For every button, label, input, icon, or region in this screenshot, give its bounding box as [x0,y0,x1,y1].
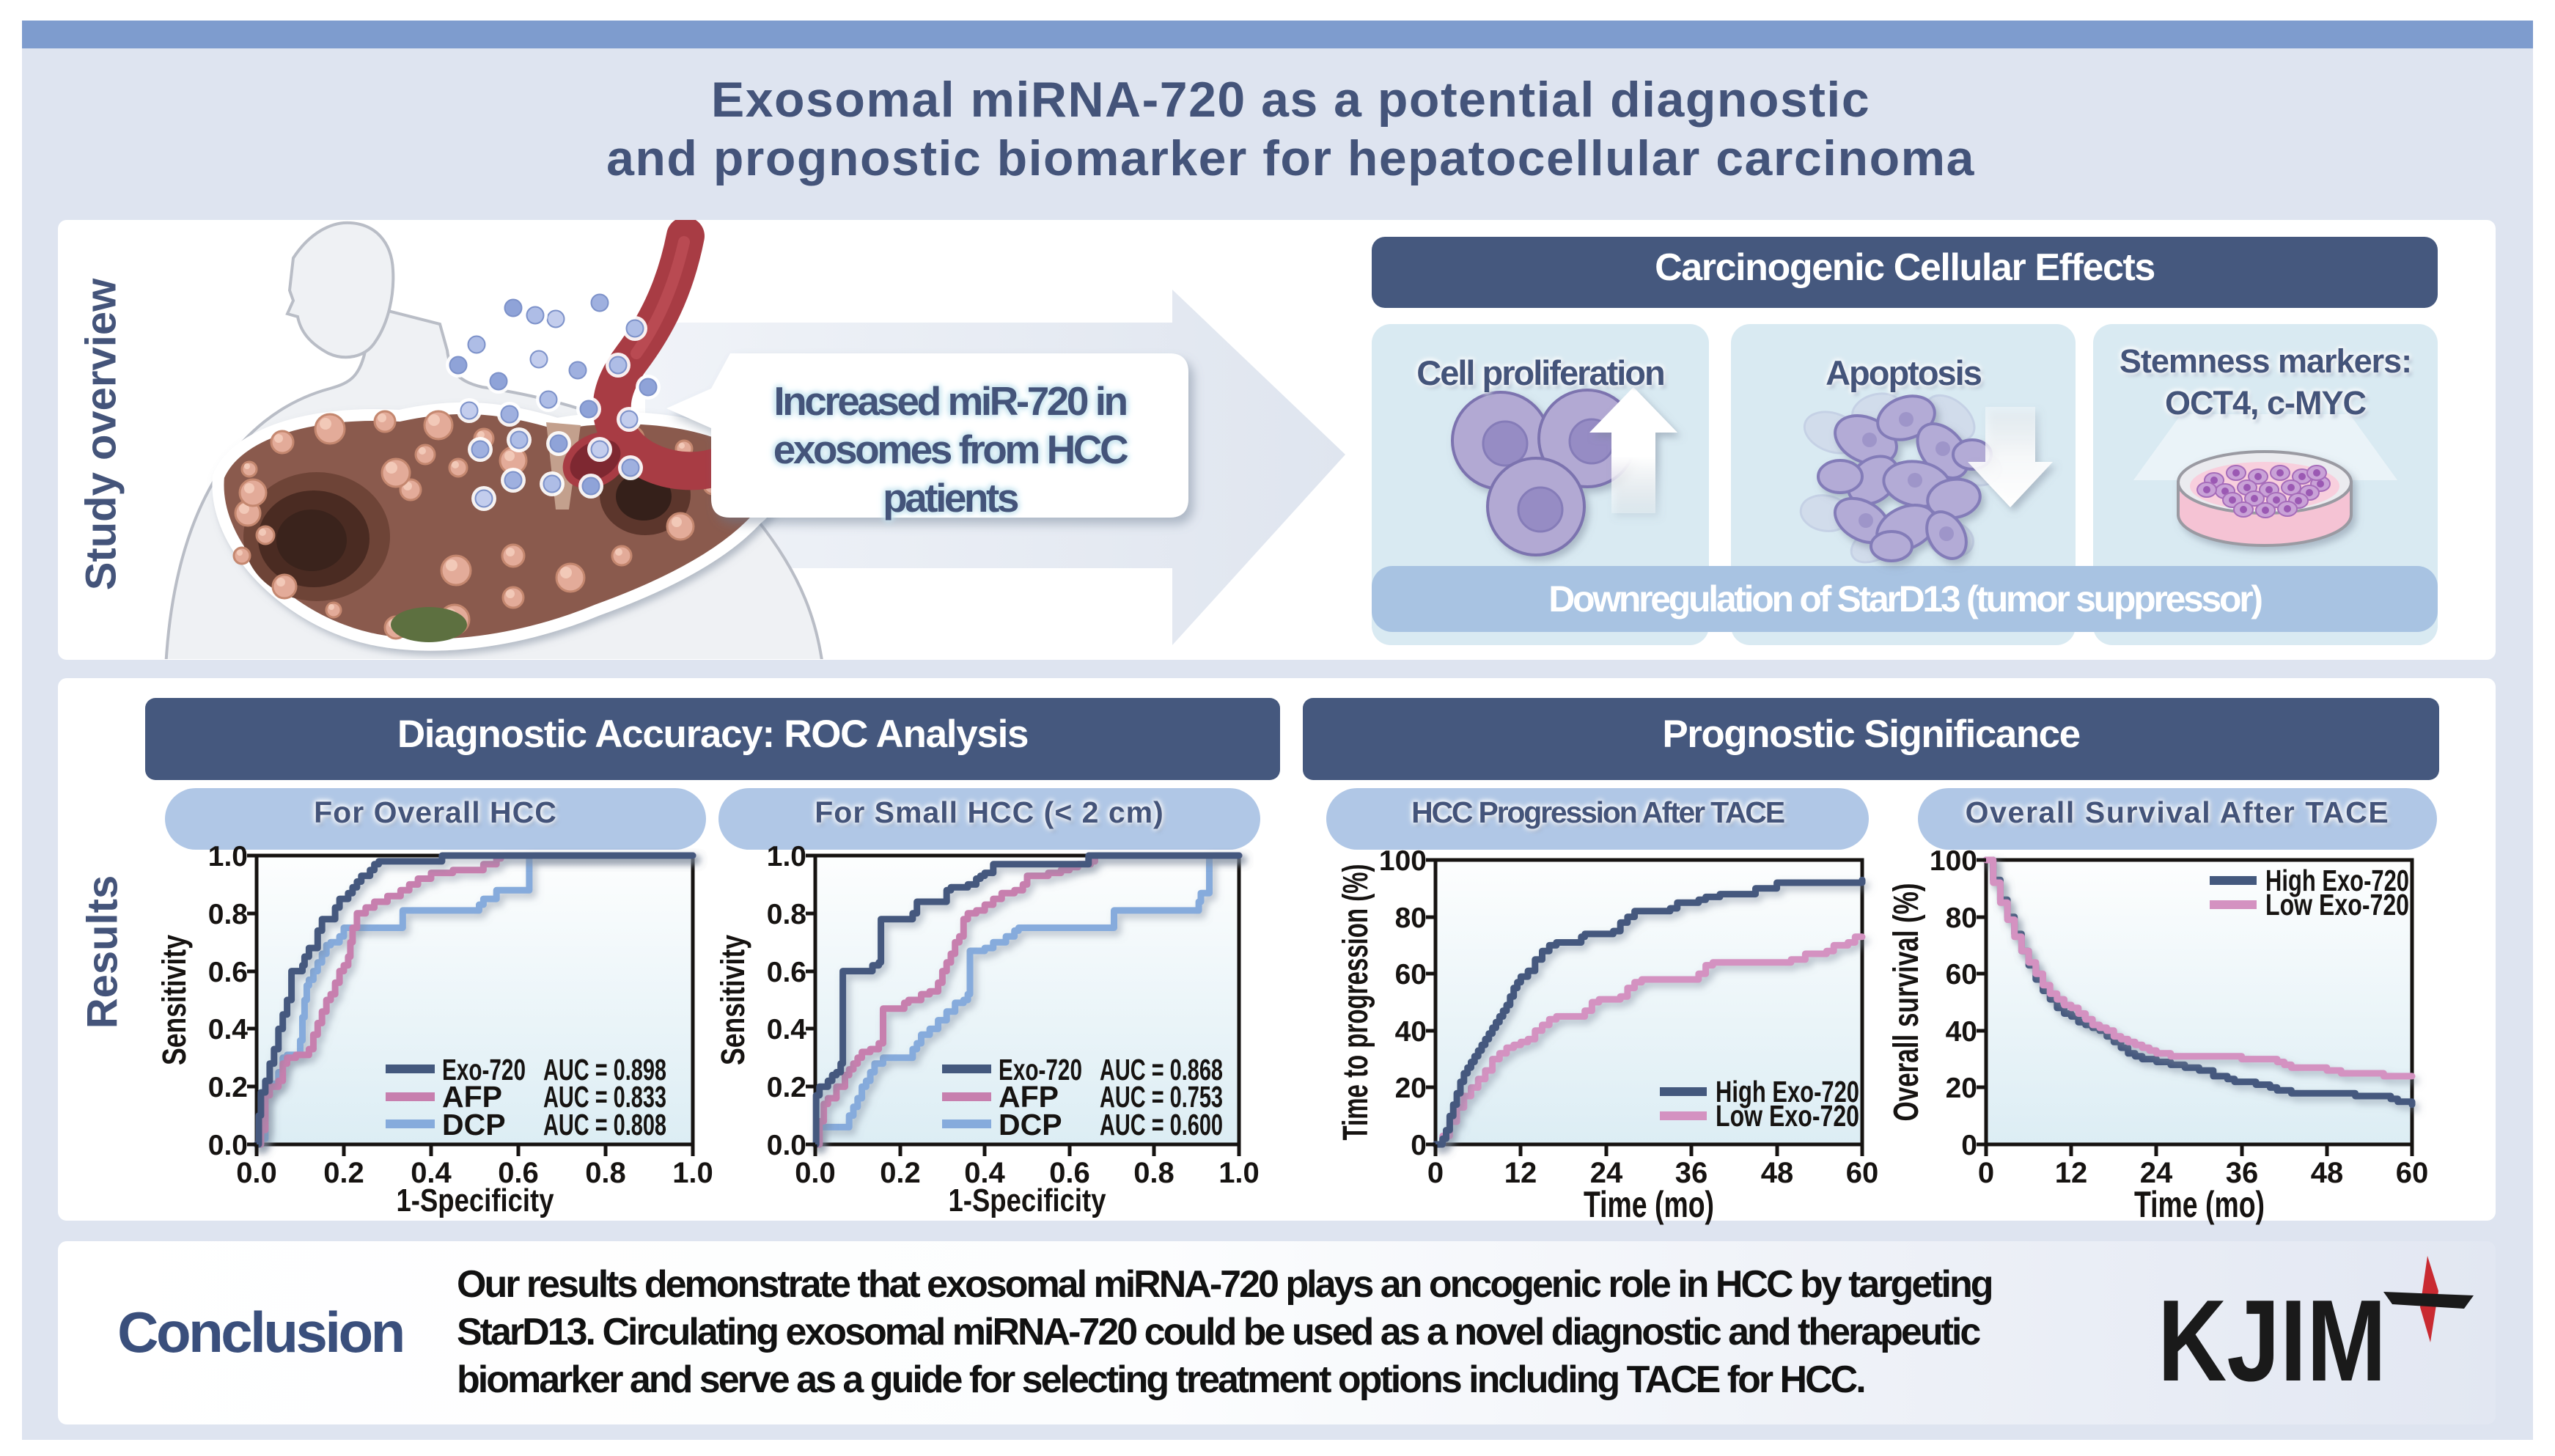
svg-text:0.6: 0.6 [498,1157,539,1189]
svg-text:0.8: 0.8 [585,1157,626,1189]
svg-text:0.4: 0.4 [964,1157,1005,1189]
svg-text:AUC = 0.808: AUC = 0.808 [543,1108,666,1141]
svg-text:100: 100 [1930,845,1977,877]
svg-text:0.8: 0.8 [1133,1157,1174,1189]
svg-text:AUC = 0.753: AUC = 0.753 [1100,1080,1223,1114]
svg-text:48: 48 [2311,1157,2344,1189]
svg-text:0.6: 0.6 [767,957,806,988]
svg-text:AUC = 0.898: AUC = 0.898 [543,1053,666,1087]
svg-text:Low Exo-720: Low Exo-720 [2265,888,2409,922]
svg-text:Time to progression (%): Time to progression (%) [1337,864,1375,1141]
svg-text:0.8: 0.8 [767,899,806,930]
svg-text:1.0: 1.0 [208,841,248,872]
svg-text:100: 100 [1379,845,1427,877]
svg-text:24: 24 [1590,1157,1623,1189]
svg-text:0.0: 0.0 [767,1130,806,1161]
svg-text:1.0: 1.0 [1218,1157,1260,1189]
svg-text:12: 12 [2055,1157,2088,1189]
svg-text:Sensitivity: Sensitivity [714,935,751,1065]
svg-text:DCP: DCP [442,1108,506,1141]
svg-text:1.0: 1.0 [767,841,806,872]
svg-text:0: 0 [1427,1157,1444,1189]
svg-text:0.4: 0.4 [767,1014,807,1045]
svg-text:0.4: 0.4 [208,1014,249,1045]
svg-text:Sensitivity: Sensitivity [155,935,193,1065]
svg-text:Time (mo): Time (mo) [2134,1184,2265,1225]
svg-text:AUC = 0.833: AUC = 0.833 [543,1080,666,1114]
svg-text:20: 20 [1395,1073,1427,1104]
svg-text:AUC = 0.600: AUC = 0.600 [1100,1108,1223,1141]
svg-text:40: 40 [1946,1016,1977,1048]
svg-text:AFP: AFP [442,1080,502,1114]
svg-text:20: 20 [1946,1073,1977,1104]
svg-text:Overall survival (%): Overall survival (%) [1887,883,1926,1122]
svg-text:0.2: 0.2 [880,1157,921,1189]
svg-text:0.0: 0.0 [236,1157,277,1189]
svg-text:60: 60 [1946,959,1977,990]
svg-text:24: 24 [2140,1157,2173,1189]
svg-text:Time (mo): Time (mo) [1584,1184,1714,1225]
svg-text:48: 48 [1761,1157,1794,1189]
svg-text:High Exo-720: High Exo-720 [2265,864,2409,897]
svg-text:Low Exo-720: Low Exo-720 [1716,1099,1859,1133]
svg-text:0.8: 0.8 [208,899,248,930]
svg-text:1-Specificity: 1-Specificity [949,1183,1106,1218]
svg-text:0: 0 [1961,1130,1977,1161]
svg-text:0.6: 0.6 [1049,1157,1090,1189]
svg-text:AUC = 0.868: AUC = 0.868 [1100,1053,1223,1087]
svg-text:12: 12 [1504,1157,1537,1189]
svg-text:0: 0 [1978,1157,1994,1189]
svg-text:0: 0 [1411,1130,1427,1161]
svg-text:60: 60 [2396,1157,2429,1189]
svg-text:0.0: 0.0 [795,1157,836,1189]
svg-text:AFP: AFP [999,1080,1059,1114]
svg-text:40: 40 [1395,1016,1427,1048]
svg-text:80: 80 [1946,902,1977,934]
svg-text:KJIM: KJIM [2158,1276,2386,1405]
svg-text:0.4: 0.4 [411,1157,452,1189]
svg-text:0.0: 0.0 [208,1130,248,1161]
svg-text:1.0: 1.0 [672,1157,713,1189]
svg-text:High Exo-720: High Exo-720 [1716,1075,1859,1108]
svg-text:60: 60 [1395,959,1427,990]
svg-text:36: 36 [2226,1157,2259,1189]
svg-text:Exo-720: Exo-720 [999,1053,1082,1087]
svg-text:0.2: 0.2 [208,1072,248,1103]
svg-text:DCP: DCP [999,1108,1062,1141]
svg-text:1-Specificity: 1-Specificity [397,1183,554,1218]
svg-text:0.6: 0.6 [208,957,248,988]
svg-text:0.2: 0.2 [323,1157,364,1189]
svg-text:80: 80 [1395,902,1427,934]
svg-text:Exo-720: Exo-720 [442,1053,526,1087]
svg-text:60: 60 [1846,1157,1879,1189]
svg-text:0.2: 0.2 [767,1072,806,1103]
svg-text:36: 36 [1675,1157,1708,1189]
